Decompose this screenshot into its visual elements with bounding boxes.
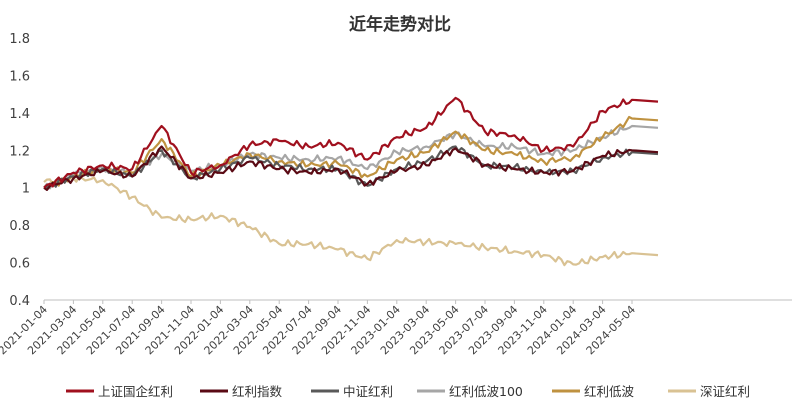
y-tick-label: 0.4 [9,294,30,309]
x-axis: 2021-01-042021-03-042021-05-042021-07-04… [0,299,792,357]
legend-label: 上证国企红利 [98,384,173,399]
legend-label: 深证红利 [700,384,750,399]
y-tick-label: 1.4 [9,107,30,122]
legend-label: 中证红利 [343,384,393,399]
legend-label: 红利指数 [232,384,283,399]
y-tick-label: 1.2 [9,144,30,159]
y-tick-label: 0.8 [9,219,30,234]
series-line-5 [43,174,659,267]
legend-label: 红利低波100 [449,384,523,399]
legend-label: 红利低波 [584,384,635,399]
series-lines [43,96,659,267]
series-line-4 [43,115,659,189]
y-tick-label: 0.6 [9,257,30,272]
series-line-0 [43,96,659,189]
legend: 上证国企红利 红利指数 中证红利 红利低波100 红利低波 深证红利 [66,384,750,399]
y-tick-label: 1.8 [9,32,30,47]
y-tick-label: 1 [22,182,30,197]
series-line-1 [43,145,659,191]
y-tick-label: 1.6 [9,69,30,84]
y-axis: 1.8 1.6 1.4 1.2 1 0.8 0.6 0.4 [9,32,30,309]
chart-title: 近年走势对比 [349,14,451,35]
